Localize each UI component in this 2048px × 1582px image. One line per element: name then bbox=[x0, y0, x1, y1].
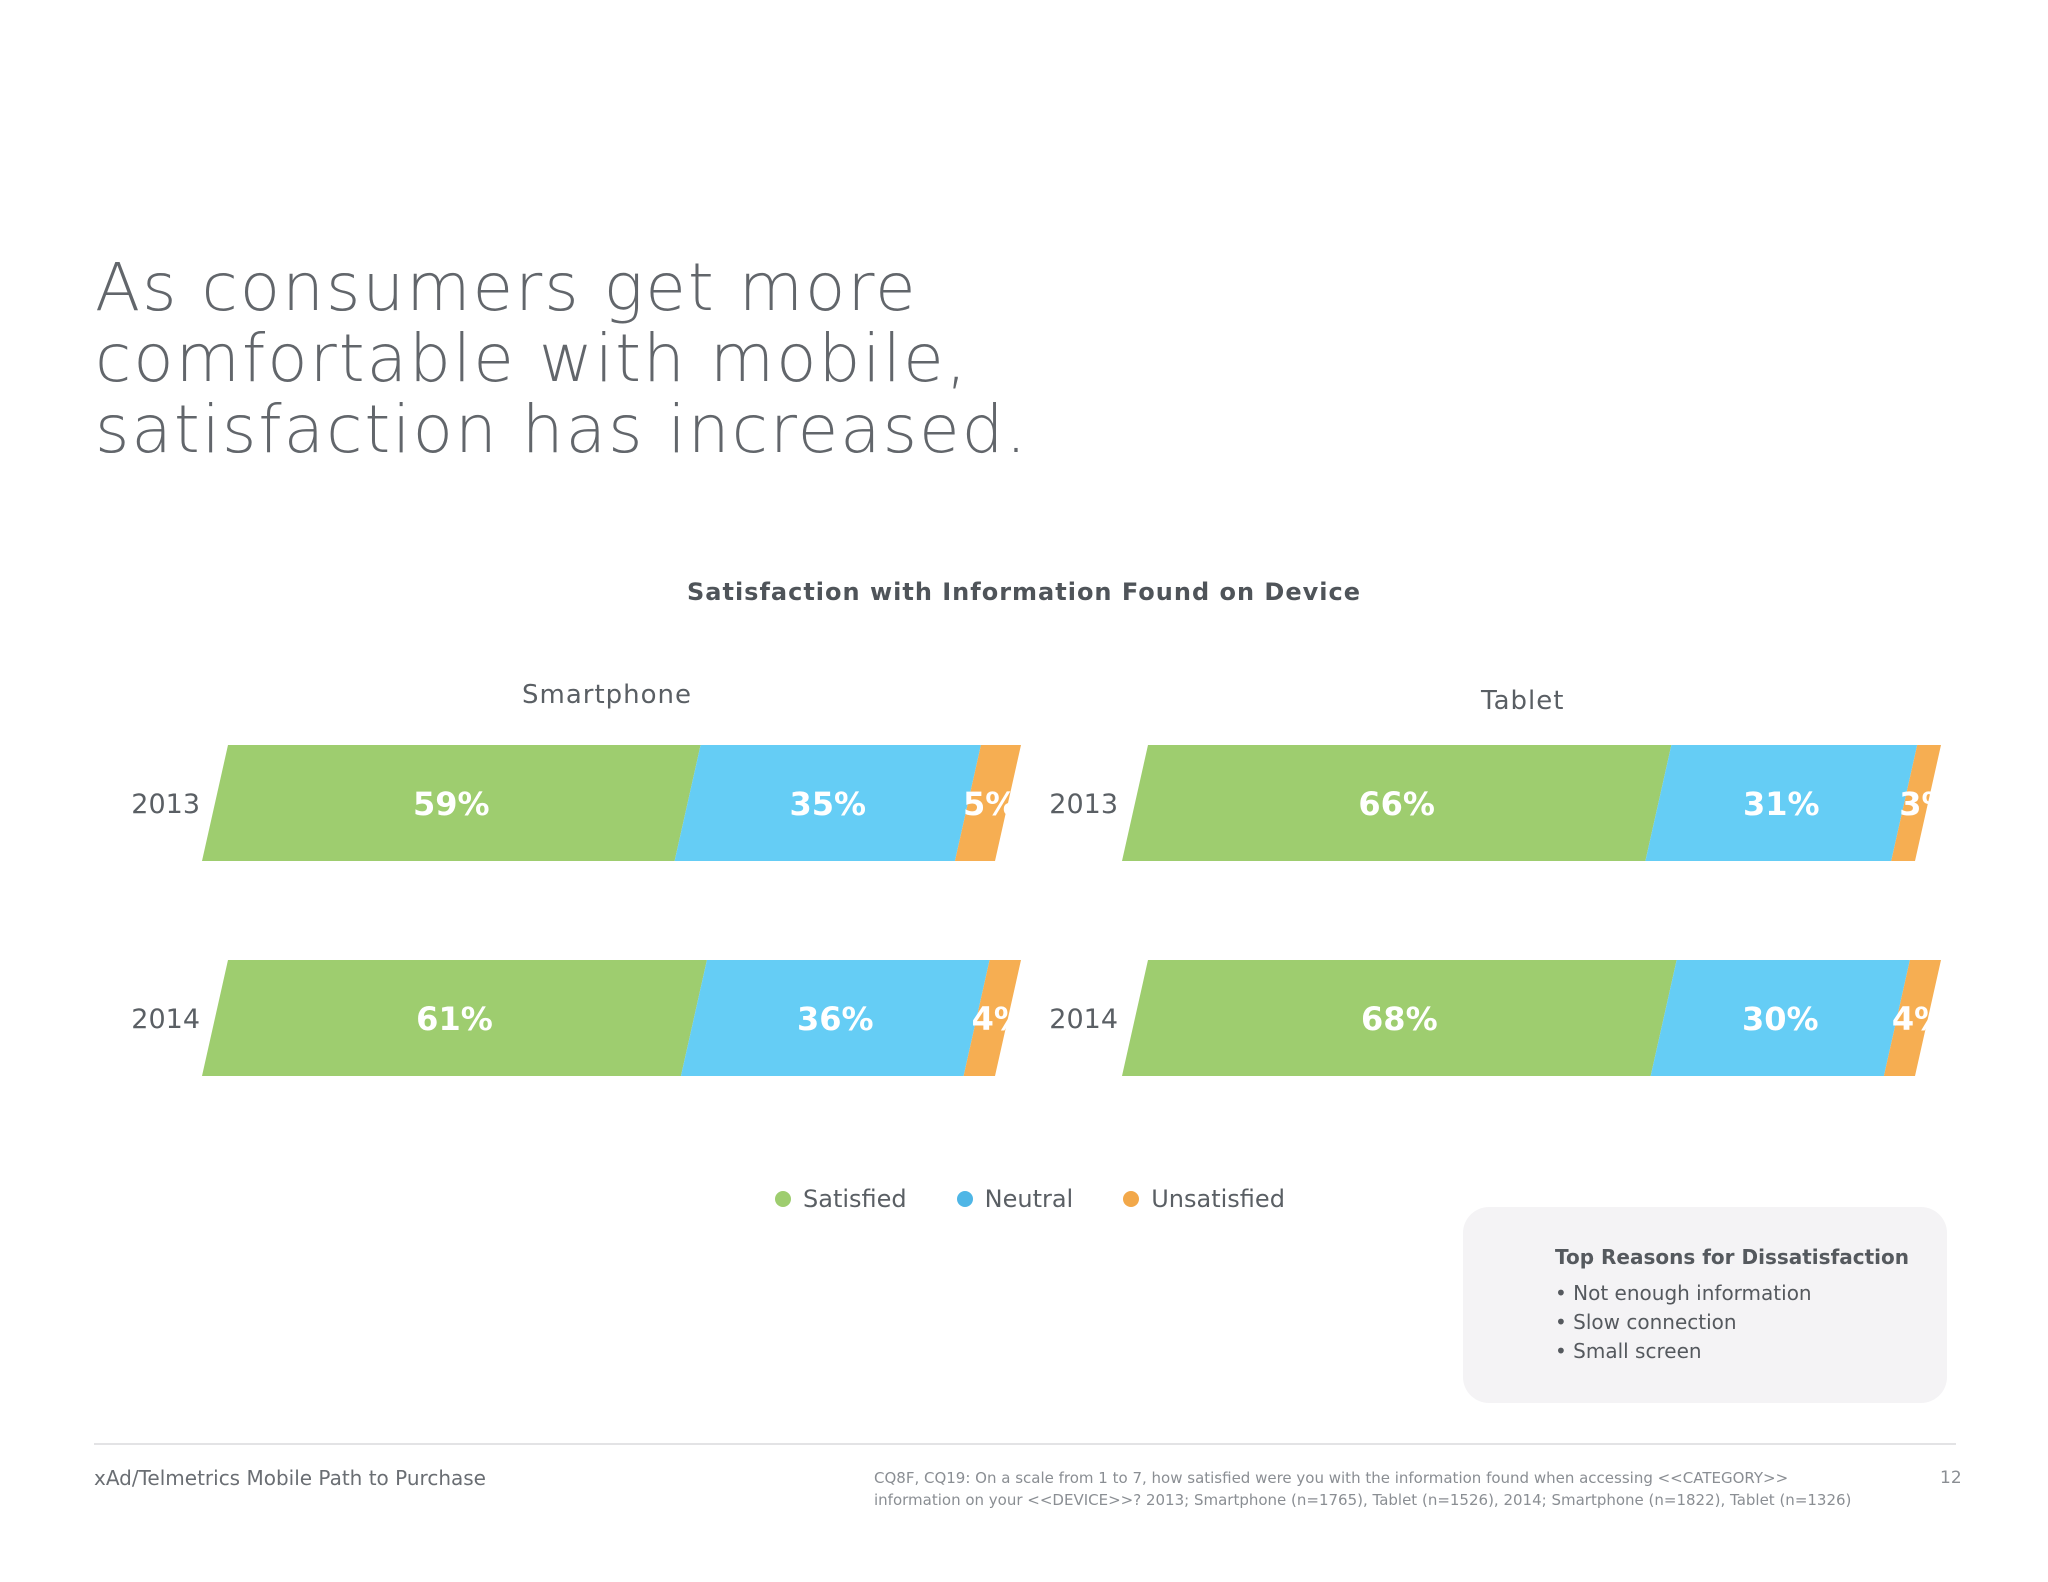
reasons-title: Top Reasons for Dissatisfaction bbox=[1555, 1245, 1910, 1269]
footer-note-line-2: information on your <<DEVICE>>? 2013; Sm… bbox=[874, 1491, 1852, 1509]
headline-line-3: satisfaction has increased. bbox=[95, 391, 1029, 468]
data-label-smartphone-2013-unsatisfied: 5% bbox=[963, 785, 1017, 823]
legend-item-satisfied: Satisfied bbox=[775, 1185, 907, 1213]
bar-tablet-2013-satisfied bbox=[1122, 745, 1672, 861]
data-label-smartphone-2014-neutral: 36% bbox=[797, 1000, 874, 1038]
footer-methodology-note: CQ8F, CQ19: On a scale from 1 to 7, how … bbox=[874, 1467, 1874, 1511]
data-label-tablet-2014-neutral: 30% bbox=[1742, 1000, 1819, 1038]
footer-note-line-1: CQ8F, CQ19: On a scale from 1 to 7, how … bbox=[874, 1469, 1789, 1487]
legend-swatch-satisfied bbox=[775, 1191, 791, 1207]
data-label-smartphone-2013-neutral: 35% bbox=[789, 785, 866, 823]
bar-tablet-2013-unsatisfied bbox=[1891, 745, 1941, 861]
chart-legend: Satisfied Neutral Unsatisfied bbox=[775, 1185, 1285, 1213]
bar-smartphone-2013-satisfied bbox=[202, 745, 701, 861]
legend-swatch-neutral bbox=[956, 1191, 973, 1207]
reason-item: Not enough information bbox=[1555, 1279, 1947, 1308]
reasons-list: Not enough information Slow connection S… bbox=[1555, 1279, 1947, 1366]
bar-smartphone-2014-neutral bbox=[680, 960, 990, 1076]
legend-label-satisfied: Satisfied bbox=[803, 1185, 907, 1213]
legend-item-neutral: Neutral bbox=[956, 1185, 1074, 1213]
page-headline: As consumers get more comfortable with m… bbox=[95, 252, 1095, 465]
category-label-smartphone-2014: 2014 bbox=[131, 1004, 200, 1035]
bar-tablet-2014-satisfied bbox=[1122, 960, 1677, 1076]
page-number: 12 bbox=[1940, 1468, 1962, 1488]
reason-item: Slow connection bbox=[1555, 1308, 1947, 1337]
chart-title: Satisfaction with Information Found on D… bbox=[686, 578, 1361, 606]
smartphone-panel-title: Smartphone bbox=[522, 680, 693, 710]
bar-smartphone-2014-unsatisfied bbox=[963, 960, 1021, 1076]
data-label-tablet-2013-satisfied: 66% bbox=[1358, 785, 1435, 823]
data-label-smartphone-2014-satisfied: 61% bbox=[416, 1000, 493, 1038]
bar-smartphone-2013-neutral bbox=[674, 745, 981, 861]
category-label-tablet-2013: 2013 bbox=[1049, 789, 1118, 820]
legend-item-unsatisfied: Unsatisfied bbox=[1123, 1185, 1285, 1213]
legend-swatch-unsatisfied bbox=[1123, 1191, 1140, 1207]
data-label-tablet-2014-satisfied: 68% bbox=[1361, 1000, 1438, 1038]
headline-line-1: As consumers get more bbox=[95, 249, 918, 326]
bar-tablet-2014-neutral bbox=[1650, 960, 1910, 1076]
legend-label-unsatisfied: Unsatisfied bbox=[1151, 1185, 1285, 1213]
footer-divider bbox=[94, 1443, 1956, 1445]
bar-smartphone-2014-satisfied bbox=[202, 960, 707, 1076]
dissatisfaction-reasons-box: Top Reasons for Dissatisfaction Not enou… bbox=[1463, 1207, 1947, 1403]
legend-label-neutral: Neutral bbox=[984, 1185, 1074, 1213]
category-label-smartphone-2013: 2013 bbox=[131, 789, 200, 820]
data-label-smartphone-2013-satisfied: 59% bbox=[413, 785, 490, 823]
footer-source: xAd/Telmetrics Mobile Path to Purchase bbox=[94, 1466, 486, 1490]
bar-smartphone-2013-unsatisfied bbox=[954, 745, 1021, 861]
category-label-tablet-2014: 2014 bbox=[1049, 1004, 1118, 1035]
bar-tablet-2014-unsatisfied bbox=[1883, 960, 1941, 1076]
data-label-smartphone-2014-unsatisfied: 4% bbox=[972, 1000, 1026, 1038]
reason-item: Small screen bbox=[1555, 1337, 1947, 1366]
headline-line-2: comfortable with mobile, bbox=[95, 320, 969, 397]
data-label-tablet-2014-unsatisfied: 4% bbox=[1892, 1000, 1946, 1038]
data-label-tablet-2013-neutral: 31% bbox=[1743, 785, 1820, 823]
tablet-panel-title: Tablet bbox=[1481, 686, 1565, 716]
data-label-tablet-2013-unsatisfied: 3% bbox=[1899, 785, 1953, 823]
bar-tablet-2013-neutral bbox=[1645, 745, 1918, 861]
